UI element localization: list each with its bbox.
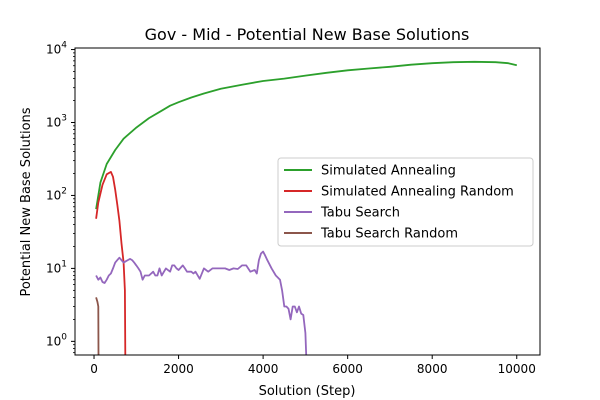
y-tick-label: 101	[46, 259, 67, 275]
x-tick-label: 0	[90, 362, 98, 376]
series-line-simulated-annealing	[95, 60, 518, 210]
x-tick-label: 10000	[498, 362, 536, 376]
y-tick-label: 103	[46, 113, 67, 129]
x-tick-label: 2000	[163, 362, 194, 376]
y-axis-label: Potential New Base Solutions	[19, 107, 34, 296]
chart-title: Gov - Mid - Potential New Base Solutions	[145, 25, 470, 44]
legend-label-tabu-search: Tabu Search	[320, 206, 400, 221]
y-tick-label: 104	[46, 41, 67, 57]
legend-box	[277, 157, 534, 247]
legend-label-simulated-annealing-random: Simulated Annealing Random	[321, 185, 514, 200]
series-line-tabu-search-random	[95, 297, 100, 355]
x-tick-label: 6000	[332, 362, 363, 376]
x-tick-label: 4000	[248, 362, 279, 376]
x-axis-label: Solution (Step)	[259, 384, 356, 399]
y-tick-label: 100	[46, 332, 67, 348]
y-tick-label: 102	[46, 186, 67, 202]
series-line-tabu-search	[95, 250, 308, 355]
x-tick-label: 8000	[417, 362, 448, 376]
legend-label-tabu-search-random: Tabu Search Random	[320, 227, 458, 242]
plot-frame	[74, 47, 541, 356]
legend-label-simulated-annealing: Simulated Annealing	[321, 164, 456, 179]
